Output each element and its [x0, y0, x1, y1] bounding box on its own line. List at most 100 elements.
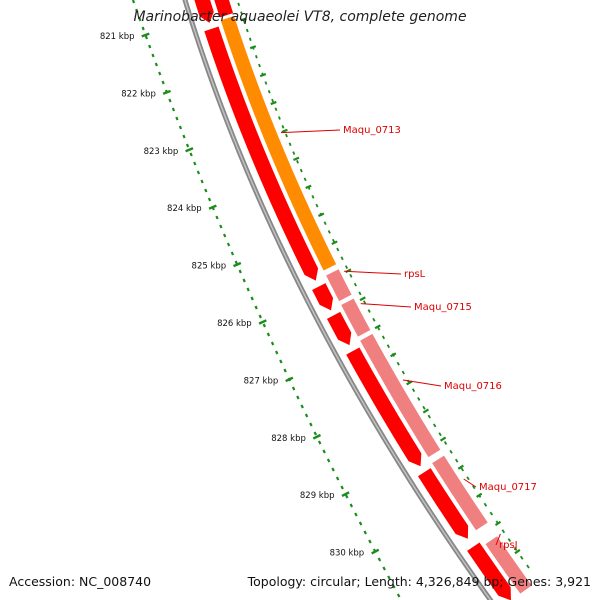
ruler-dot	[315, 203, 319, 208]
gene-label-leader	[495, 533, 501, 546]
gene-block	[220, 16, 337, 271]
ruler-dot	[291, 386, 296, 391]
kbp-tick	[208, 204, 217, 210]
ruler-dot	[495, 520, 500, 525]
ruler-dot	[175, 116, 179, 121]
minor-tick	[439, 436, 447, 442]
gene-block	[341, 298, 371, 337]
kbp-tick-label: 827 kbp	[244, 376, 279, 386]
ruler-dot	[262, 323, 267, 328]
genome-title: Marinobacter aquaeolei VT8, complete gen…	[133, 9, 467, 25]
ruler-dot	[135, 8, 139, 13]
ruler-dot	[245, 28, 249, 33]
ruler-dot	[358, 291, 362, 296]
ruler-dot	[238, 269, 242, 274]
backbone-highlight	[184, 0, 492, 600]
ruler-dot	[299, 168, 303, 173]
ruler-dot	[230, 251, 235, 256]
minor-tick	[514, 548, 521, 555]
ruler-dot	[368, 539, 372, 544]
kbp-tick	[162, 89, 172, 95]
ruler-dot	[207, 197, 212, 202]
kbp-tick	[371, 548, 380, 555]
minor-tick	[293, 156, 300, 162]
ruler-dot	[261, 72, 265, 77]
gene-block	[485, 536, 532, 594]
ruler-dot	[283, 368, 287, 373]
kbp-tick-label: 823 kbp	[144, 147, 179, 157]
ruler-dot	[354, 512, 358, 517]
ruler-dot	[281, 124, 285, 129]
ruler-dot	[386, 344, 390, 349]
kbp-tick-label: 828 kbp	[271, 434, 306, 444]
cds-arrow	[204, 26, 319, 281]
ruler-dot	[427, 414, 431, 419]
gene-label: Maqu_0713	[343, 125, 401, 136]
ruler-dot	[141, 26, 145, 31]
ruler-dot	[200, 179, 204, 184]
ruler-dot	[377, 557, 382, 562]
ruler-dot	[154, 62, 158, 67]
gene-label-leader	[360, 303, 412, 308]
ruler-dot	[144, 35, 149, 40]
ruler-dot	[319, 212, 323, 217]
ruler-dot	[392, 584, 396, 589]
kbp-tick	[258, 319, 267, 325]
ruler-dot	[296, 395, 300, 400]
ruler-dot	[507, 538, 512, 543]
ruler-dot	[204, 188, 208, 193]
ruler-dot	[196, 170, 201, 175]
ruler-dot	[477, 493, 482, 498]
kbp-tick	[141, 32, 150, 38]
ruler-dot	[304, 413, 309, 418]
gene-label: Maqu_0717	[479, 482, 537, 493]
ruler-dot	[363, 530, 367, 535]
ruler-dot	[246, 287, 250, 292]
ruler-dot	[362, 300, 367, 305]
ruler-dot	[185, 143, 190, 148]
ruler-dot	[189, 152, 193, 157]
minor-tick	[281, 128, 288, 134]
accession-text: Accession: NC_008740	[9, 574, 152, 589]
ruler-dot	[250, 296, 254, 301]
ruler-dot	[367, 309, 371, 313]
ruler-dot	[443, 441, 448, 445]
ruler-dot	[358, 521, 363, 526]
ruler-dot	[432, 423, 437, 428]
cds-arrow	[346, 347, 422, 467]
gene-block	[432, 455, 488, 531]
gene-label-leader	[280, 129, 341, 134]
ruler-dot	[223, 233, 227, 238]
minor-tick	[457, 464, 464, 470]
ruler-dot	[331, 467, 335, 472]
ruler-dot	[240, 11, 243, 15]
kbp-tick	[233, 261, 242, 268]
ruler-dot	[349, 503, 354, 508]
ruler-dot	[327, 230, 331, 234]
ruler-dot	[396, 361, 400, 366]
ruler-dot	[251, 46, 255, 50]
kbp-tick	[185, 147, 194, 153]
ruler-dot	[401, 370, 405, 375]
ruler-dot	[309, 422, 313, 427]
ruler-dot	[372, 317, 376, 322]
ruler-dot	[131, 0, 136, 4]
ruler-dot	[158, 71, 162, 76]
ruler-dot	[387, 575, 391, 580]
gene-label-leader	[402, 379, 442, 387]
cds-arrow	[312, 283, 334, 311]
ruler-dot	[274, 107, 278, 112]
ruler-dot	[300, 404, 304, 409]
kbp-tick-label: 829 kbp	[300, 491, 335, 501]
ruler-dot	[266, 332, 271, 337]
ruler-dot	[178, 125, 183, 130]
ruler-dot	[513, 546, 518, 551]
ruler-dot	[340, 485, 344, 490]
ruler-dot	[344, 265, 349, 269]
gene-label: rpsJ	[499, 540, 518, 551]
ruler-dot	[331, 238, 336, 243]
ruler-dot	[322, 449, 326, 454]
ruler-dot	[267, 89, 271, 94]
gene-label-leader	[463, 478, 477, 488]
